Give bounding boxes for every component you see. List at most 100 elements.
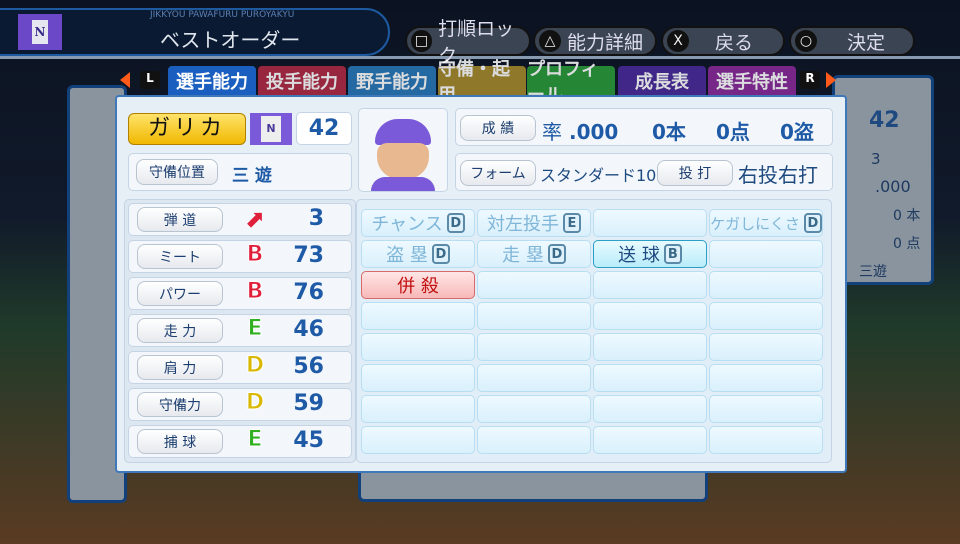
grade-badge: B <box>246 279 264 305</box>
stat-label: 守備力 <box>137 392 223 417</box>
side-number: 42 <box>869 108 900 133</box>
position-value: 三 遊 <box>232 166 272 186</box>
tab-label: 選手特性 <box>716 71 788 93</box>
tab-5[interactable]: 成長表 <box>618 66 706 95</box>
ability-cell <box>593 302 707 330</box>
face-icon <box>377 143 429 179</box>
tab-3[interactable]: 守備・起用 <box>438 59 526 106</box>
back-button[interactable]: X 戻る <box>661 26 785 56</box>
cross-button-icon: X <box>667 30 689 52</box>
trajectory-arrow-icon: ⬈ <box>244 205 266 233</box>
tab-label: 成長表 <box>635 71 689 93</box>
ability-cell <box>709 395 823 423</box>
ability-cell <box>361 364 475 392</box>
ability-cell <box>361 333 475 361</box>
side-avg: .000 <box>875 177 911 196</box>
ability-label: 併 殺 <box>397 276 439 297</box>
stat-value: 73 <box>293 243 324 268</box>
ability-cell <box>593 209 707 237</box>
tab-2[interactable]: 野手能力 <box>348 66 436 95</box>
confirm-button[interactable]: ○ 決定 <box>789 26 915 56</box>
player-portrait <box>358 108 448 192</box>
r-key-icon: R <box>800 71 820 89</box>
ability-cell <box>361 302 475 330</box>
tab-4[interactable]: プロフィール <box>527 59 615 106</box>
tab-6[interactable]: 選手特性 <box>708 66 796 95</box>
ability-detail-button[interactable]: △ 能力詳細 <box>533 26 657 56</box>
stat-label: ミート <box>137 244 223 269</box>
ability-cell <box>709 333 823 361</box>
stolen-bases: 0盗 <box>780 120 814 144</box>
tab-0[interactable]: 選手能力 <box>168 66 256 95</box>
ability-grade: D <box>547 244 566 264</box>
ability-cell <box>361 426 475 454</box>
ability-cell[interactable]: 併 殺 <box>361 271 475 299</box>
ability-cell <box>709 240 823 268</box>
uniform-number: 42 <box>296 112 352 145</box>
button-label: 能力詳細 <box>567 31 644 54</box>
page-title: ベストオーダー <box>160 28 301 52</box>
stat-value: 45 <box>293 428 324 453</box>
team-badge: N <box>250 113 292 145</box>
ability-label: ケガしにくさ <box>710 214 800 233</box>
ability-cell <box>593 426 707 454</box>
stat-label: 走 力 <box>137 318 223 343</box>
button-label: 打順ロック <box>438 18 515 67</box>
team-logo: N <box>18 14 62 50</box>
ability-cell <box>593 333 707 361</box>
side-panel: 42 3 .000 0 本 0 点 三遊 <box>832 75 934 285</box>
form-label: フォーム <box>460 160 536 186</box>
header-bar <box>0 8 390 56</box>
ability-grade: D <box>446 213 465 233</box>
ability-label: 走 塁 <box>502 245 544 266</box>
ability-cell[interactable]: 対左投手 E <box>477 209 591 237</box>
ability-cell[interactable]: チャンス D <box>361 209 475 237</box>
abilities-grid <box>356 199 832 463</box>
ability-label: 送 球 <box>618 245 660 266</box>
ability-cell <box>709 426 823 454</box>
tab-prev-arrow-icon[interactable] <box>120 72 130 88</box>
ability-cell <box>477 426 591 454</box>
button-label: 決定 <box>847 31 886 54</box>
ability-label: 対左投手 <box>487 214 559 235</box>
ability-grade: D <box>431 244 450 264</box>
batting-average: 率 .000 <box>542 120 619 144</box>
tab-label: 投手能力 <box>266 71 338 93</box>
ability-grade: E <box>563 213 581 233</box>
stat-label: 弾 道 <box>137 207 223 232</box>
stat-label: パワー <box>137 281 223 306</box>
rbi: 0点 <box>716 120 750 144</box>
button-label: 戻る <box>715 31 754 54</box>
record-label: 成 績 <box>460 115 536 141</box>
game-subtitle: JIKKYOU PAWAFURU PUROYAKYU <box>150 10 295 20</box>
tab-next-arrow-icon[interactable] <box>826 72 836 88</box>
batting-order-lock-button[interactable]: □ 打順ロック <box>405 18 531 67</box>
ability-cell <box>477 302 591 330</box>
player-name: ガリカ <box>128 113 246 145</box>
ability-cell <box>593 271 707 299</box>
circle-button-icon: ○ <box>795 30 817 52</box>
triangle-button-icon: △ <box>539 30 561 52</box>
ability-cell <box>477 364 591 392</box>
ability-cell <box>709 302 823 330</box>
ability-cell <box>593 364 707 392</box>
ability-cell <box>709 364 823 392</box>
form-value: スタンダード102 <box>540 166 667 185</box>
ability-cell <box>361 395 475 423</box>
stat-label: 肩 力 <box>137 355 223 380</box>
stat-value: 3 <box>308 206 324 231</box>
throw-bat-label: 投 打 <box>657 160 733 186</box>
stat-value: 46 <box>293 317 324 342</box>
stat-value: 56 <box>293 354 324 379</box>
side-hr: 0 本 <box>893 208 921 224</box>
throw-bat-value: 右投右打 <box>738 163 818 187</box>
tab-label: 野手能力 <box>356 71 428 93</box>
tab-1[interactable]: 投手能力 <box>258 66 346 95</box>
ability-cell[interactable]: ケガしにくさ D <box>709 209 823 237</box>
header-divider <box>0 56 960 59</box>
ability-cell <box>477 271 591 299</box>
side-position: 三遊 <box>859 264 887 280</box>
